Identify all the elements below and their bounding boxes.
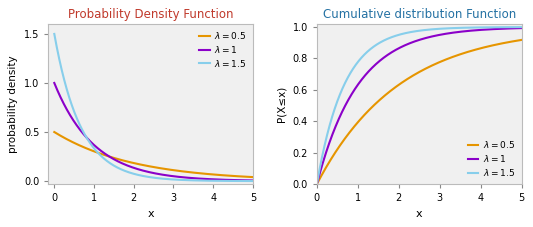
Title: Probability Density Function: Probability Density Function xyxy=(68,8,233,21)
Legend: $\lambda = 0.5$, $\lambda = 1$, $\lambda = 1.5$: $\lambda = 0.5$, $\lambda = 1$, $\lambda… xyxy=(466,138,517,180)
X-axis label: x: x xyxy=(147,209,154,219)
Legend: $\lambda = 0.5$, $\lambda = 1$, $\lambda = 1.5$: $\lambda = 0.5$, $\lambda = 1$, $\lambda… xyxy=(197,28,248,70)
Title: Cumulative distribution Function: Cumulative distribution Function xyxy=(322,8,516,21)
Y-axis label: probability density: probability density xyxy=(9,55,18,153)
Y-axis label: P(X≤x): P(X≤x) xyxy=(277,86,287,122)
X-axis label: x: x xyxy=(416,209,423,219)
